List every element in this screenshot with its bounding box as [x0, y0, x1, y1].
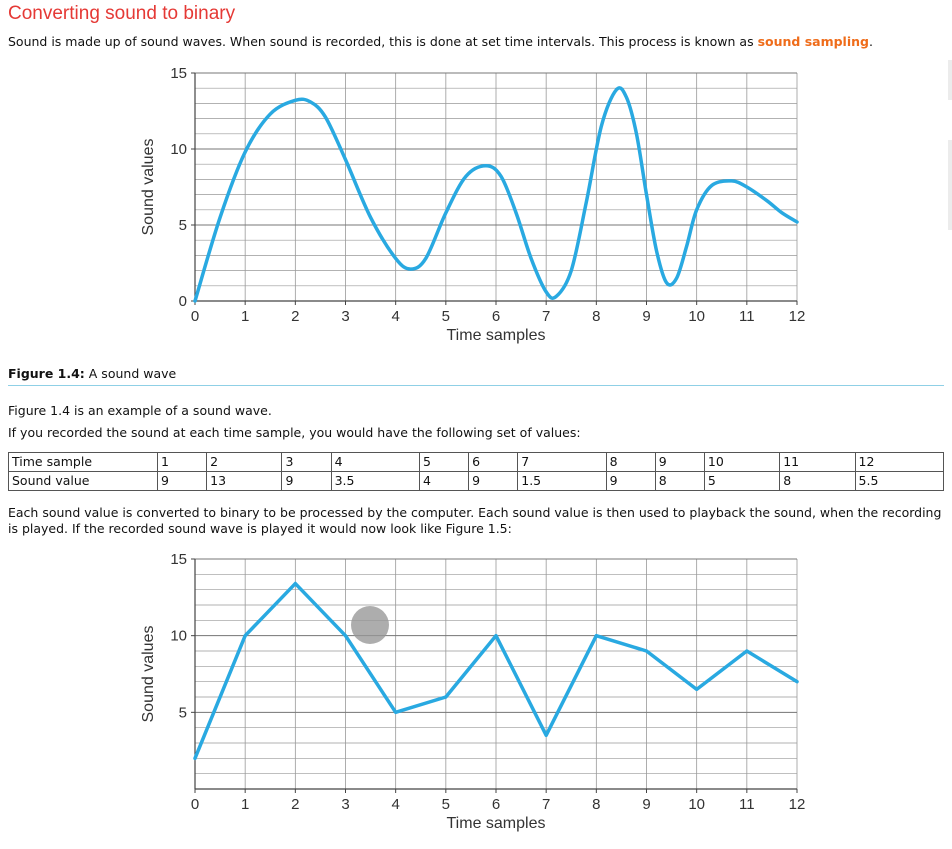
x-tick-label: 10: [688, 308, 705, 325]
x-tick-label: 3: [341, 796, 349, 813]
x-tick-label: 3: [341, 308, 349, 325]
y-axis-label: Sound values: [140, 139, 157, 236]
x-axis-label: Time samples: [447, 327, 546, 344]
table-cell: 8: [605, 452, 656, 472]
table-cell: 9: [156, 471, 208, 491]
table-cell: 2: [206, 452, 283, 472]
sound-values-table: Time sample 1 2 3 4 5 6 7 8 9 10 11 12 S…: [8, 452, 945, 491]
table-cell: 9: [654, 452, 705, 472]
x-tick-label: 1: [241, 308, 249, 325]
table-cell: 9: [281, 471, 332, 491]
table-cell: 8: [654, 471, 705, 491]
x-tick-label: 5: [442, 796, 450, 813]
y-tick-label: 0: [179, 293, 187, 310]
table-cell: 5.5: [854, 471, 945, 491]
figure-label: Figure 1.4:: [8, 366, 85, 381]
y-tick-label: 10: [170, 141, 187, 158]
x-tick-label: 11: [739, 308, 755, 325]
x-tick-label: 5: [442, 308, 450, 325]
y-tick-label: 5: [179, 704, 187, 721]
intro-text: Sound is made up of sound waves. When so…: [8, 34, 758, 49]
series-line: [193, 581, 799, 761]
intro-paragraph: Sound is made up of sound waves. When so…: [8, 34, 873, 49]
table-cell: 9: [468, 471, 519, 491]
section-divider: [8, 385, 944, 386]
y-tick-label: 10: [170, 628, 187, 645]
x-tick-label: 7: [542, 308, 550, 325]
x-tick-label: 0: [191, 308, 199, 325]
page-title: Converting sound to binary: [8, 3, 236, 24]
table-cell: 10: [703, 452, 781, 472]
x-tick-label: 12: [789, 308, 806, 325]
x-tick-label: 12: [789, 796, 806, 813]
table-cell: 4: [418, 471, 470, 491]
x-tick-label: 8: [592, 308, 600, 325]
intro-end: .: [868, 34, 873, 49]
x-tick-label: 9: [642, 308, 650, 325]
table-row: Sound value 9 13 9 3.5 4 9 1.5 9 8 5 8 5…: [8, 471, 945, 491]
x-tick-label: 1: [241, 796, 249, 813]
x-tick-label: 4: [391, 308, 399, 325]
x-tick-label: 11: [739, 796, 755, 813]
table-cell: 4: [330, 452, 420, 472]
table-cell: 11: [779, 452, 856, 472]
table-row: Time sample 1 2 3 4 5 6 7 8 9 10 11 12: [8, 452, 945, 472]
x-tick-label: 4: [391, 796, 399, 813]
x-tick-label: 2: [291, 308, 299, 325]
table-cell: 7: [517, 452, 607, 472]
x-tick-label: 2: [291, 796, 299, 813]
table-cell: 3: [281, 452, 332, 472]
x-tick-label: 9: [642, 796, 650, 813]
table-intro: If you recorded the sound at each time s…: [8, 425, 581, 440]
x-tick-label: 7: [542, 796, 550, 813]
table-cell: 12: [854, 452, 945, 472]
x-tick-label: 10: [688, 796, 705, 813]
x-axis-label: Time samples: [447, 815, 546, 832]
x-tick-label: 6: [492, 308, 500, 325]
sound-value-header: Sound value: [8, 471, 158, 491]
y-axis-label: Sound values: [140, 626, 157, 723]
y-tick-label: 5: [179, 217, 187, 234]
series-line: [193, 86, 799, 303]
figure-1-4-caption: Figure 1.4: A sound wave: [8, 366, 176, 381]
x-tick-label: 6: [492, 796, 500, 813]
binary-explanation: Each sound value is converted to binary …: [8, 505, 942, 536]
figure-description: Figure 1.4 is an example of a sound wave…: [8, 403, 272, 418]
table-cell: 8: [779, 471, 856, 491]
scrollbar-edge: [948, 140, 952, 230]
table-cell: 6: [468, 452, 519, 472]
figure-caption-text: A sound wave: [84, 366, 177, 381]
table-cell: 5: [703, 471, 781, 491]
table-cell: 5: [418, 452, 470, 472]
scrollbar-edge: [948, 60, 952, 100]
y-tick-label: 15: [170, 65, 187, 82]
x-tick-label: 0: [191, 796, 199, 813]
x-tick-label: 8: [592, 796, 600, 813]
table-cell: 9: [605, 471, 656, 491]
table-cell: 3.5: [330, 471, 420, 491]
table-cell: 1: [156, 452, 208, 472]
table-cell: 13: [206, 471, 283, 491]
table-cell: 1.5: [517, 471, 607, 491]
sound-sampling-term: sound sampling: [757, 34, 869, 49]
y-tick-label: 15: [170, 551, 187, 568]
time-sample-header: Time sample: [8, 452, 158, 472]
mouse-cursor-indicator: [351, 606, 389, 644]
